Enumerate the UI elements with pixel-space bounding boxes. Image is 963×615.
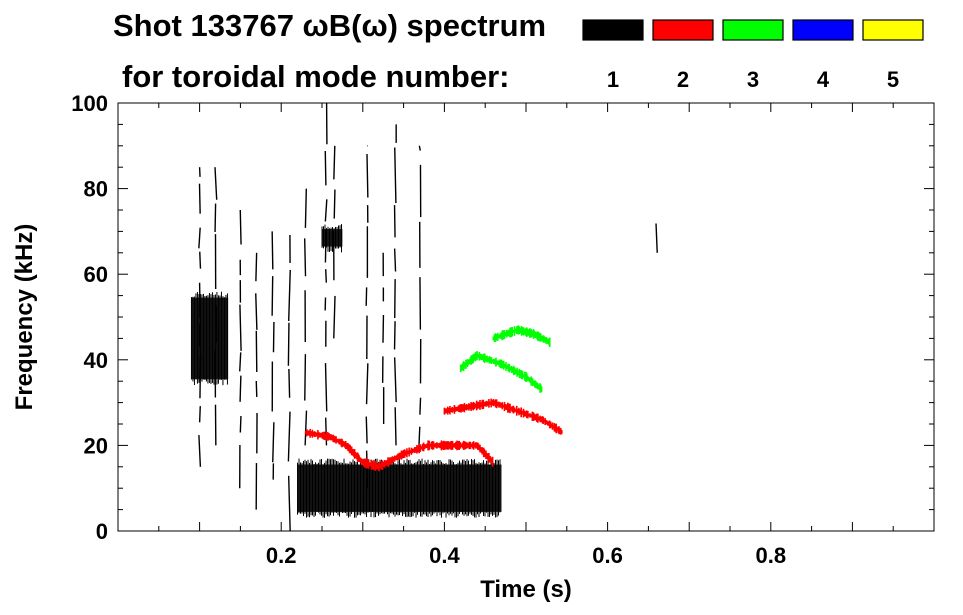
- burst-segment: [199, 354, 202, 399]
- burst-segment: [419, 397, 422, 415]
- legend-label: 1: [607, 67, 619, 92]
- y-tick-label: 0: [96, 519, 108, 544]
- burst-segment: [418, 145, 421, 151]
- plot-data: [190, 102, 658, 532]
- legend-label: 5: [887, 67, 899, 92]
- x-tick-label: 0.8: [756, 543, 787, 568]
- burst-segment: [365, 450, 369, 489]
- x-tick-label: 0.2: [266, 543, 297, 568]
- legend-label: 2: [677, 67, 689, 92]
- burst-segment: [333, 189, 336, 219]
- legend-swatch: [722, 19, 784, 41]
- chart-subtitle: for toroidal mode number:: [122, 59, 510, 94]
- legend-swatch: [582, 19, 644, 41]
- burst-segment: [239, 209, 242, 245]
- legend-swatch: [792, 19, 854, 41]
- burst-segment: [325, 417, 328, 446]
- series-n-3: [459, 350, 543, 393]
- burst-segment: [287, 475, 291, 532]
- burst-segment: [239, 352, 242, 372]
- burst-segment: [304, 354, 307, 401]
- legend-label: 4: [817, 67, 830, 92]
- burst-segment: [304, 188, 308, 228]
- burst-segment: [198, 406, 201, 423]
- burst-segment: [324, 199, 328, 222]
- legend-label: 3: [747, 67, 759, 92]
- series-n-2: [304, 428, 494, 472]
- burst-segment: [324, 150, 327, 186]
- burst-segment: [198, 323, 201, 347]
- burst-segment: [287, 322, 290, 366]
- burst-segment: [366, 153, 369, 198]
- x-tick-label: 0.6: [592, 543, 623, 568]
- burst-segment: [288, 368, 291, 398]
- burst-segment: [324, 363, 328, 412]
- burst-segment: [255, 252, 258, 282]
- burst-segment: [199, 251, 202, 269]
- burst-segment: [304, 410, 308, 446]
- legend-swatch: [652, 19, 714, 41]
- chart-title: Shot 133767 ωB(ω) spectrum: [113, 8, 546, 43]
- burst-segment: [271, 276, 274, 316]
- burst-segment: [394, 407, 397, 446]
- series-n-3-upper: [492, 325, 551, 348]
- y-tick-label: 80: [84, 177, 108, 202]
- burst-segment: [365, 363, 369, 405]
- burst-segment: [333, 145, 336, 180]
- burst-segment: [288, 270, 291, 322]
- x-tick-labels: 0.2 0.4 0.6 0.8: [266, 543, 786, 568]
- burst-segment: [239, 415, 242, 433]
- burst-segment: [272, 422, 275, 463]
- burst-segment: [365, 416, 368, 444]
- y-tick-label: 40: [84, 348, 108, 373]
- burst-segment: [418, 426, 421, 446]
- burst-segment: [271, 231, 274, 270]
- burst-segment: [394, 147, 397, 204]
- burst-segment: [214, 167, 218, 200]
- burst-segment: [255, 380, 258, 397]
- burst-segment: [198, 435, 202, 467]
- series-n-2-upper: [443, 398, 563, 435]
- burst-segment: [255, 293, 258, 330]
- series-n-1: [190, 102, 658, 532]
- y-tick-labels: 0 20 40 60 80 100: [71, 91, 108, 544]
- burst-segment: [239, 375, 242, 402]
- legend-swatch: [862, 19, 924, 41]
- burst-segment: [393, 321, 396, 350]
- burst-segment: [198, 227, 201, 249]
- burst-segment: [393, 357, 397, 403]
- y-axis-label: Frequency (kHz): [11, 224, 38, 411]
- burst-segment: [214, 203, 217, 233]
- burst-segment: [393, 248, 397, 272]
- x-axis-label: Time (s): [480, 576, 572, 603]
- burst-segment: [655, 223, 658, 253]
- burst-segment: [287, 411, 291, 462]
- burst-segment: [325, 269, 328, 283]
- y-tick-label: 60: [84, 262, 108, 287]
- burst-segment: [198, 282, 201, 319]
- y-tick-label: 100: [71, 91, 108, 116]
- burst-segment: [333, 295, 336, 339]
- burst-segment: [239, 304, 242, 351]
- burst-segment: [324, 229, 327, 263]
- y-tick-label: 20: [84, 433, 108, 458]
- burst-segment: [198, 183, 201, 214]
- x-tick-label: 0.4: [429, 543, 460, 568]
- legend: 1 2 3 4 5: [582, 19, 924, 92]
- axis-ticks: [118, 102, 934, 532]
- burst-segment: [303, 238, 307, 277]
